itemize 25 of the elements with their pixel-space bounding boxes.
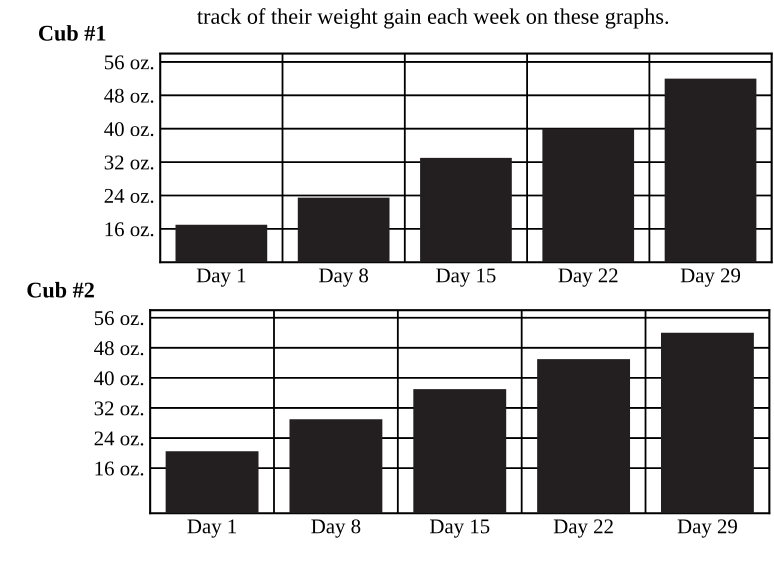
x-tick-label: Day 8 [319, 268, 368, 287]
chart-title: Cub #2 [27, 282, 94, 298]
y-tick-label: 56 oz. [94, 311, 144, 326]
x-tick-label: Day 1 [188, 519, 236, 538]
x-tick-label: Day 8 [311, 519, 360, 538]
y-tick-label: 16 oz. [106, 222, 154, 236]
x-tick-label: Day 29 [678, 519, 737, 538]
y-tick-label: 32 oz. [104, 156, 154, 170]
x-tick-label: Day 15 [430, 519, 490, 538]
x-tick-label: Day 22 [558, 268, 618, 287]
y-tick-label: 24 oz. [104, 188, 154, 204]
y-tick-label: 40 oz. [94, 371, 144, 386]
y-tick-label: 16 oz. [96, 462, 144, 476]
y-tick-label: 56 oz. [104, 55, 154, 70]
y-tick-label: 48 oz. [104, 88, 154, 103]
x-tick-label: Day 29 [680, 268, 740, 287]
x-tick-label: Day 22 [554, 519, 613, 538]
y-tick-label: 32 oz. [94, 401, 144, 416]
y-tick-label: 48 oz. [94, 341, 144, 356]
y-tick-label: 40 oz. [104, 122, 154, 136]
x-tick-label: Day 15 [436, 268, 496, 287]
text: track of their weight gain each week on these graphs. [197, 8, 668, 29]
x-tick-label: Day 1 [196, 268, 246, 287]
chart-title: Cub #1 [39, 25, 106, 41]
y-tick-label: 24 oz. [94, 431, 144, 446]
